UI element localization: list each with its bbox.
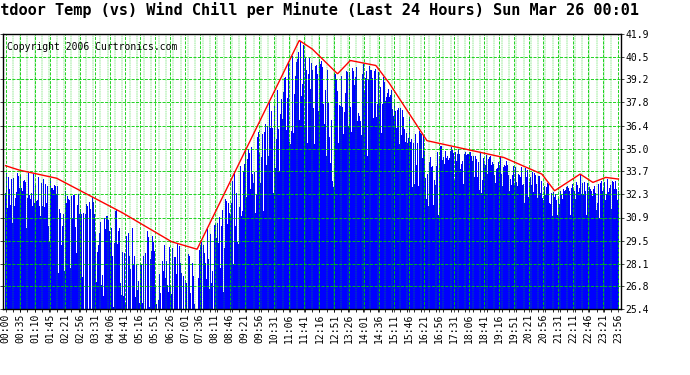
Text: Copyright 2006 Curtronics.com: Copyright 2006 Curtronics.com xyxy=(6,42,177,52)
Text: Outdoor Temp (vs) Wind Chill per Minute (Last 24 Hours) Sun Mar 26 00:01: Outdoor Temp (vs) Wind Chill per Minute … xyxy=(0,2,639,18)
